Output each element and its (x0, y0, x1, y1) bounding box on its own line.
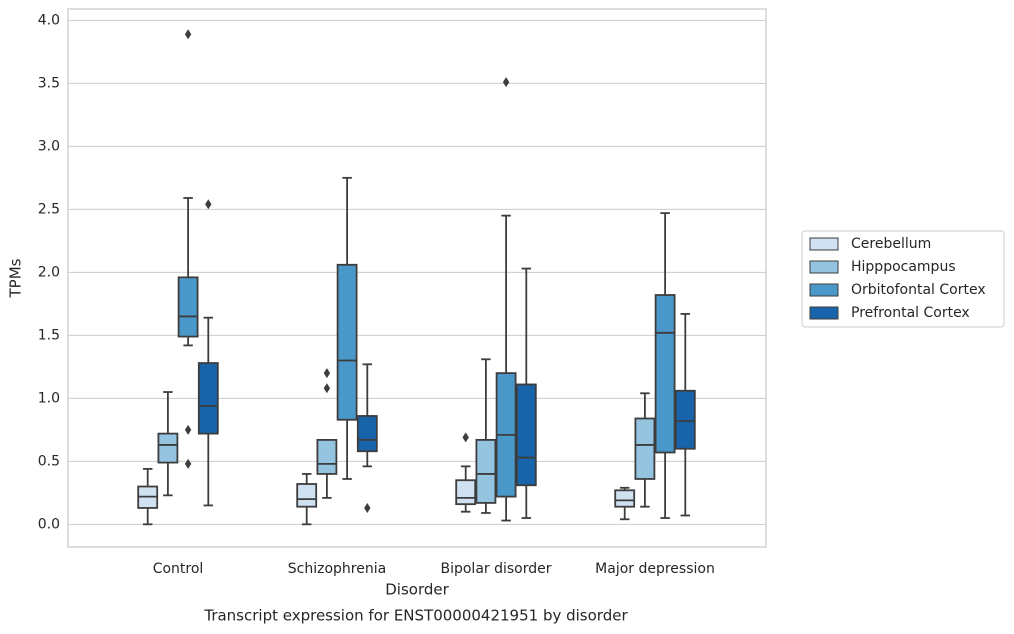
box-group (634, 392, 656, 508)
box (455, 479, 477, 506)
legend-label: Prefrontal Cortex (851, 305, 970, 321)
box (475, 439, 497, 504)
outlier (184, 424, 192, 435)
legend-swatch (809, 260, 839, 274)
box (296, 483, 318, 508)
y-tick-label: 0.5 (38, 453, 60, 469)
box-group (137, 467, 159, 526)
y-tick-label: 4.0 (38, 12, 60, 28)
y-tick-label: 1.5 (38, 327, 60, 343)
box (197, 362, 219, 435)
y-tick-label: 1.0 (38, 390, 60, 406)
y-tick-label: 3.5 (38, 75, 60, 91)
box (316, 439, 338, 475)
legend-swatch (809, 306, 839, 320)
box (356, 415, 378, 453)
y-tick-label: 2.5 (38, 201, 60, 217)
box-group (296, 473, 318, 526)
box (157, 432, 179, 464)
outlier (323, 383, 331, 394)
y-axis-label: TPMs (7, 258, 25, 298)
box-group (157, 391, 179, 497)
x-tick-label: Major depression (595, 561, 715, 577)
outlier (364, 502, 371, 513)
legend-label: Hipppocampus (851, 259, 956, 275)
y-tick-label: 2.0 (38, 264, 60, 280)
chart-title: Transcript expression for ENST0000042195… (203, 607, 628, 625)
box (634, 417, 656, 480)
x-tick-label: Schizophrenia (288, 561, 386, 577)
x-axis-label: Disorder (385, 581, 449, 599)
box (614, 489, 636, 508)
box (177, 276, 199, 338)
outlier (502, 77, 510, 88)
box-group (336, 176, 358, 480)
legend-swatch (809, 283, 839, 297)
outlier (184, 458, 192, 469)
box-group (356, 363, 378, 513)
box (674, 389, 696, 450)
x-tick-label: Control (153, 561, 204, 577)
box-group (495, 77, 517, 522)
outlier (184, 29, 192, 40)
box-group (674, 313, 696, 517)
plot-frame (67, 8, 767, 548)
outlier (462, 432, 469, 443)
box-group (177, 29, 199, 469)
box (654, 294, 676, 454)
x-tick-label: Bipolar disorder (440, 561, 551, 577)
legend-frame (801, 230, 1005, 328)
outlier (205, 199, 212, 210)
box-group (197, 199, 219, 507)
box-group (515, 267, 537, 519)
legend-label: Cerebellum (851, 236, 931, 252)
box-group (455, 432, 477, 513)
box-group (614, 486, 636, 521)
box-group (475, 358, 497, 514)
legend-swatch (809, 237, 839, 251)
box-group (316, 368, 338, 499)
box (336, 263, 358, 421)
legend-label: Orbitofontal Cortex (851, 282, 986, 298)
outlier (323, 368, 331, 379)
y-tick-label: 0.0 (38, 516, 60, 532)
box (515, 383, 537, 487)
y-tick-label: 3.0 (38, 138, 60, 154)
box-group (654, 212, 676, 519)
